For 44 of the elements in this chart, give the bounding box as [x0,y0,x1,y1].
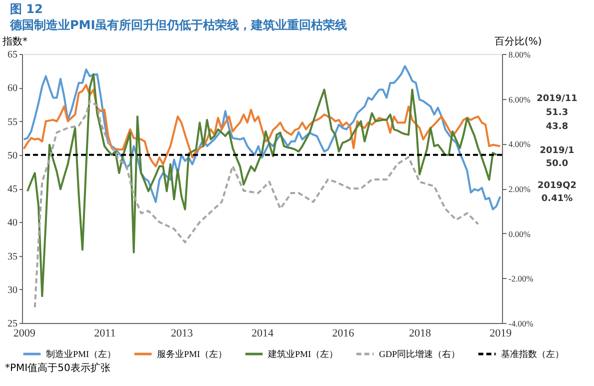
text: 51.3 [546,108,568,118]
text: *PMI值高于50表示扩张 [5,362,110,374]
x-tick-label: 2016 [332,328,355,340]
y-tick-label: 65 [8,50,18,60]
line-series [22,84,502,168]
y-tick-label: 35 [8,251,18,262]
y-tick-label: 45 [8,184,18,195]
legend-label: GDP同比增速（右） [379,349,460,359]
x-tick-label: 2009 [13,328,36,340]
y2-tick-label: 0.00% [508,228,530,239]
legend-label: 服务业PMI（左） [157,349,228,359]
x-tick-label: 2019 [490,328,512,340]
text: 2019Q2 [538,181,576,191]
y-tick-label: 30 [8,284,18,296]
text: 43.8 [546,122,568,132]
legend-label: 制造业PMI（左） [46,349,116,359]
y2-tick-label: 4.00% [508,139,530,150]
x-tick-label: 2018 [409,328,432,340]
chart-subtitle: 德国制造业PMI虽有所回升但仍低于枯荣线，建筑业重回枯荣线 [9,18,348,32]
y-tick-label: 25 [8,318,18,330]
legend-label: 基准指数（左） [501,349,564,359]
y-tick-label: 50 [8,150,18,162]
legend-label: 建筑业PMI（左） [267,349,338,359]
x-tick-label: 2011 [94,328,116,340]
line-series [26,73,498,298]
x-tick-label: 2014 [252,328,274,340]
y2-tick-label: -4.00% [508,318,534,328]
line-series [22,65,502,210]
y-tick-label: 60 [8,83,18,94]
y2-tick-label: 6.00% [508,94,530,104]
line-series [34,100,480,308]
text: 0.41% [541,194,573,204]
y-tick-label: 55 [8,116,18,128]
y2-tick-label: 2.00% [508,184,530,194]
x-tick-label: 2013 [170,328,194,340]
text: 2019/1 [540,146,574,156]
text: 50.0 [546,159,568,169]
y-axis-title: 指数* [2,36,28,48]
text: 2019/11 [536,94,578,104]
y2-tick-label: -2.00% [508,274,534,284]
y2-tick-label: 8.00% [508,50,530,60]
y2-axis-title: 百分比(%) [494,36,542,48]
chart-title: 图 12 [10,2,43,16]
y-tick-label: 40 [8,218,18,229]
